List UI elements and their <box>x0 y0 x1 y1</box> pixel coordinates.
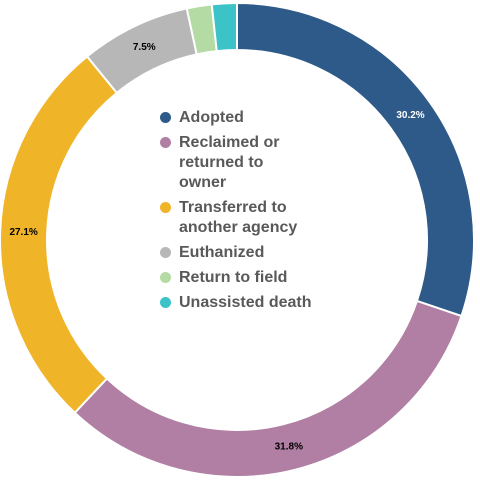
legend-item-unassisted-death: Unassisted death <box>160 293 350 313</box>
data-label-reclaimed-or-returned-to-owner: 31.8% <box>275 442 303 453</box>
legend-item-transferred-to-another-agency: Transferred to another agency <box>160 198 350 238</box>
data-label-adopted: 30.2% <box>396 110 424 121</box>
legend-item-reclaimed-or-returned-to-owner: Reclaimed or returned to owner <box>160 133 350 193</box>
legend-label: Transferred to another agency <box>179 199 298 236</box>
data-label-euthanized: 7.5% <box>133 42 156 53</box>
legend-item-adopted: Adopted <box>160 108 350 128</box>
legend-item-return-to-field: Return to field <box>160 268 350 288</box>
chart-legend: Adopted Reclaimed or returned to owner Trans… <box>160 108 350 318</box>
legend-swatch <box>160 272 171 283</box>
legend-label: Reclaimed or returned to owner <box>179 134 280 191</box>
legend-swatch <box>160 297 171 308</box>
legend-label: Unassisted death <box>179 294 312 311</box>
legend-item-euthanized: Euthanized <box>160 243 350 263</box>
legend-label: Euthanized <box>179 244 265 261</box>
legend-label: Return to field <box>179 269 288 286</box>
donut-data-labels: 30.2% 31.8% 27.1% 7.5% <box>9 42 424 452</box>
legend-swatch <box>160 202 171 213</box>
slice-reclaimed-or-returned-to-owner <box>73 299 463 478</box>
slice-unassisted-death <box>210 1 238 53</box>
legend-swatch <box>160 137 171 148</box>
legend-swatch <box>160 247 171 258</box>
data-label-transferred-to-another-agency: 27.1% <box>9 227 37 238</box>
legend-swatch <box>160 112 171 123</box>
legend-label: Adopted <box>179 109 244 126</box>
